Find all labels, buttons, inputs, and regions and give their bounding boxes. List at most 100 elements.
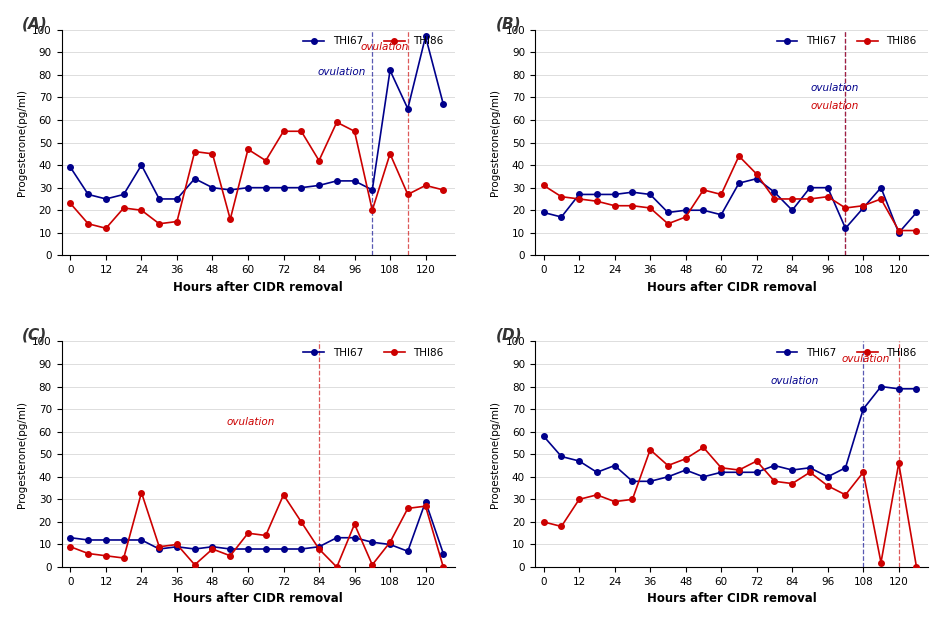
- THI86: [242, 146, 253, 153]
- THI86: [348, 521, 360, 528]
- Text: ovulation: ovulation: [227, 417, 275, 427]
- THI86: [750, 457, 762, 465]
- THI86: [892, 460, 903, 467]
- Legend: THI67, THI86: THI67, THI86: [771, 32, 919, 50]
- Line: THI86: THI86: [68, 490, 446, 570]
- THI86: [189, 148, 200, 156]
- THI86: [225, 216, 236, 223]
- Legend: THI67, THI86: THI67, THI86: [299, 344, 447, 362]
- THI67: [348, 534, 360, 542]
- THI67: [874, 184, 885, 192]
- THI67: [437, 550, 448, 557]
- THI67: [278, 545, 289, 553]
- THI86: [839, 491, 851, 499]
- THI67: [118, 191, 129, 198]
- THI86: [295, 128, 307, 135]
- Line: THI86: THI86: [540, 445, 919, 570]
- THI67: [697, 473, 708, 481]
- THI67: [626, 188, 637, 196]
- THI67: [644, 478, 655, 485]
- THI67: [768, 188, 780, 196]
- THI86: [573, 195, 584, 203]
- THI86: [402, 504, 413, 512]
- THI67: [892, 229, 903, 236]
- THI67: [100, 536, 111, 544]
- THI86: [278, 491, 289, 499]
- Text: (A): (A): [23, 16, 48, 31]
- THI86: [697, 186, 708, 193]
- THI67: [750, 175, 762, 182]
- THI67: [856, 406, 868, 413]
- THI86: [839, 204, 851, 211]
- THI86: [437, 186, 448, 193]
- THI67: [153, 545, 164, 553]
- THI86: [65, 543, 76, 550]
- THI86: [591, 491, 602, 499]
- THI67: [821, 184, 833, 192]
- THI67: [136, 161, 147, 169]
- THI67: [366, 186, 378, 193]
- THI67: [189, 175, 200, 182]
- THI67: [82, 536, 93, 544]
- THI86: [856, 202, 868, 210]
- THI67: [100, 195, 111, 203]
- THI86: [662, 462, 673, 469]
- Y-axis label: Progesterone(pg/ml): Progesterone(pg/ml): [489, 401, 499, 508]
- THI86: [278, 128, 289, 135]
- Text: ovulation: ovulation: [809, 101, 858, 111]
- THI67: [750, 468, 762, 476]
- THI67: [260, 184, 271, 192]
- THI67: [785, 207, 797, 214]
- THI67: [910, 209, 921, 216]
- THI67: [662, 473, 673, 481]
- THI67: [715, 468, 726, 476]
- THI86: [242, 529, 253, 537]
- THI67: [573, 191, 584, 198]
- THI67: [644, 191, 655, 198]
- THI67: [242, 184, 253, 192]
- THI86: [330, 119, 342, 126]
- THI67: [768, 462, 780, 469]
- Text: (D): (D): [495, 328, 521, 343]
- THI67: [242, 545, 253, 553]
- Line: THI67: THI67: [68, 499, 446, 556]
- THI86: [82, 220, 93, 228]
- THI67: [697, 207, 708, 214]
- Text: ovulation: ovulation: [809, 83, 858, 93]
- THI86: [573, 496, 584, 503]
- THI67: [839, 225, 851, 232]
- THI67: [225, 545, 236, 553]
- THI86: [626, 496, 637, 503]
- Y-axis label: Progesterone(pg/ml): Progesterone(pg/ml): [489, 89, 499, 196]
- Text: (B): (B): [495, 16, 520, 31]
- THI67: [419, 33, 430, 40]
- THI86: [118, 204, 129, 211]
- THI86: [437, 564, 448, 571]
- THI86: [785, 195, 797, 203]
- THI86: [348, 128, 360, 135]
- THI86: [785, 480, 797, 487]
- Text: ovulation: ovulation: [361, 42, 409, 52]
- THI67: [330, 534, 342, 542]
- THI86: [821, 482, 833, 490]
- THI67: [892, 385, 903, 392]
- THI86: [803, 195, 815, 203]
- THI86: [136, 207, 147, 214]
- Text: (C): (C): [23, 328, 47, 343]
- THI67: [65, 164, 76, 171]
- THI67: [171, 195, 182, 203]
- THI86: [662, 220, 673, 228]
- THI86: [313, 545, 325, 553]
- THI67: [856, 204, 868, 211]
- THI86: [384, 150, 396, 157]
- THI67: [715, 211, 726, 218]
- THI86: [153, 220, 164, 228]
- THI86: [82, 550, 93, 557]
- THI67: [118, 536, 129, 544]
- THI67: [225, 186, 236, 193]
- THI67: [384, 67, 396, 74]
- THI67: [82, 191, 93, 198]
- THI86: [260, 157, 271, 164]
- THI67: [591, 191, 602, 198]
- THI67: [910, 385, 921, 392]
